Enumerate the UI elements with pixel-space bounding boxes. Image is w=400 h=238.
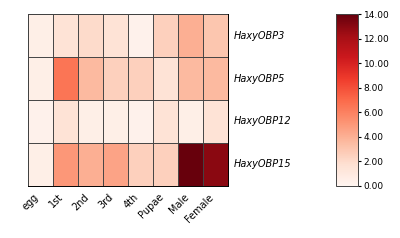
Text: HaxyOBP5: HaxyOBP5 [234, 74, 285, 84]
Text: HaxyOBP3: HaxyOBP3 [234, 31, 285, 41]
Text: HaxyOBP12: HaxyOBP12 [234, 116, 291, 126]
Text: HaxyOBP15: HaxyOBP15 [234, 159, 291, 169]
